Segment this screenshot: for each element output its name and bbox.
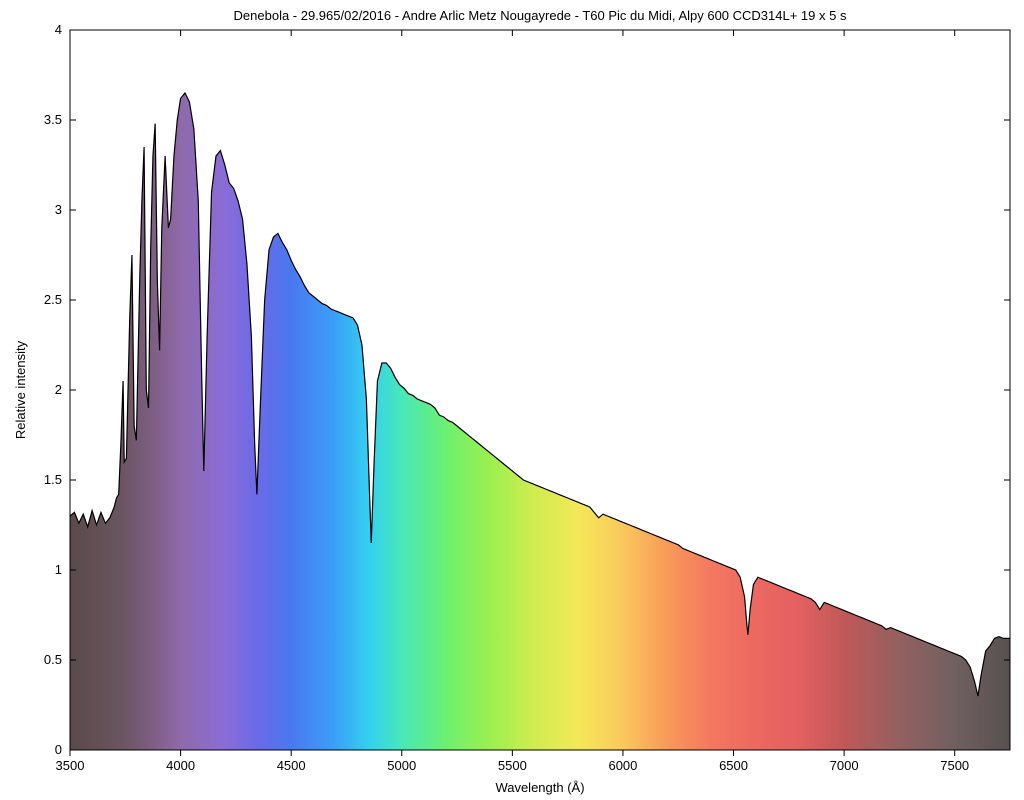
chart-container: 3500 4000 4500 5000 5500 6000 6500 7000 7500 0 0.5… (0, 0, 1024, 800)
y-tick-label: 2.5 (44, 292, 62, 307)
x-tick-label: 5000 (387, 758, 416, 773)
chart-title: Denebola - 29.965/02/2016 - Andre Arlic … (234, 8, 847, 23)
x-tick-label: 4500 (277, 758, 306, 773)
y-tick-label: 3 (55, 202, 62, 217)
y-tick-label: 4 (55, 22, 62, 37)
y-tick-label: 0 (55, 742, 62, 757)
y-axis-label: Relative intensity (13, 340, 28, 439)
x-axis-label: Wavelength (Å) (495, 780, 584, 795)
y-tick-label: 1 (55, 562, 62, 577)
x-tick-label: 3500 (56, 758, 85, 773)
x-tick-label: 6500 (719, 758, 748, 773)
x-tick-label: 6000 (608, 758, 637, 773)
x-tick-label: 5500 (498, 758, 527, 773)
spectrum-chart: 3500 4000 4500 5000 5500 6000 6500 7000 7500 0 0.5… (0, 0, 1024, 800)
y-tick-label: 2 (55, 382, 62, 397)
spectrum-area (70, 93, 1010, 750)
y-tick-label: 1.5 (44, 472, 62, 487)
x-tick-label: 7000 (830, 758, 859, 773)
y-tick-label: 0.5 (44, 652, 62, 667)
y-tick-label: 3.5 (44, 112, 62, 127)
x-tick-label: 4000 (166, 758, 195, 773)
x-tick-label: 7500 (940, 758, 969, 773)
